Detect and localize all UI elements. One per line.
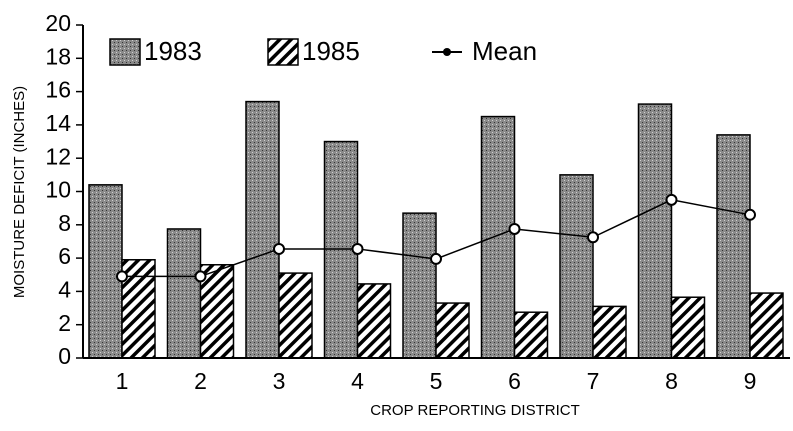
legend-label: 1983 xyxy=(144,36,202,66)
legend-swatch xyxy=(267,38,299,66)
bar xyxy=(637,103,673,359)
bar xyxy=(749,292,784,359)
legend-swatch xyxy=(109,38,141,66)
mean-point xyxy=(194,270,207,283)
mean-point xyxy=(744,208,756,221)
y-tick-label: 10 xyxy=(45,177,71,203)
mean-point xyxy=(273,242,285,255)
bar xyxy=(513,311,549,359)
bar xyxy=(88,184,123,359)
bar xyxy=(435,302,470,359)
bar xyxy=(716,134,751,359)
bar xyxy=(245,100,280,359)
mean-point xyxy=(430,252,442,265)
mean-point xyxy=(665,193,678,206)
bar xyxy=(402,212,437,359)
x-tick-label: 6 xyxy=(508,368,521,394)
bar xyxy=(356,283,392,359)
x-axis-label: CROP REPORTING DISTRICT xyxy=(370,402,579,419)
mean-point xyxy=(587,231,599,244)
y-tick-label: 14 xyxy=(45,110,71,136)
bar xyxy=(592,305,627,359)
bar xyxy=(199,264,235,359)
legend-label: 1985 xyxy=(302,36,360,66)
x-tick-label: 3 xyxy=(273,368,286,394)
mean-point xyxy=(116,270,128,283)
legend-marker xyxy=(443,48,451,56)
x-tick-label: 7 xyxy=(587,368,600,394)
y-tick-label: 18 xyxy=(45,43,71,69)
bar xyxy=(670,296,706,359)
bar xyxy=(480,115,516,359)
legend-label: Mean xyxy=(472,36,537,66)
mean-point xyxy=(351,242,364,255)
x-tick-label: 9 xyxy=(744,368,757,394)
x-tick-label: 5 xyxy=(430,368,443,394)
y-tick-label: 8 xyxy=(58,210,71,236)
x-tick-label: 1 xyxy=(116,368,129,394)
x-tick-label: 4 xyxy=(351,368,364,394)
y-tick-label: 4 xyxy=(58,276,71,302)
bar xyxy=(278,272,313,359)
y-tick-label: 12 xyxy=(45,143,71,169)
mean-point xyxy=(508,222,521,235)
y-axis-label: MOISTURE DEFICIT (INCHES) xyxy=(11,86,28,298)
x-tick-label: 2 xyxy=(194,368,207,394)
y-tick-label: 20 xyxy=(45,10,71,36)
y-tick-label: 16 xyxy=(45,77,71,103)
y-tick-label: 0 xyxy=(58,343,71,369)
x-tick-label: 8 xyxy=(665,368,678,394)
y-tick-label: 6 xyxy=(58,243,71,269)
bar xyxy=(559,174,594,359)
bar xyxy=(166,228,202,359)
y-tick-label: 2 xyxy=(58,310,71,336)
